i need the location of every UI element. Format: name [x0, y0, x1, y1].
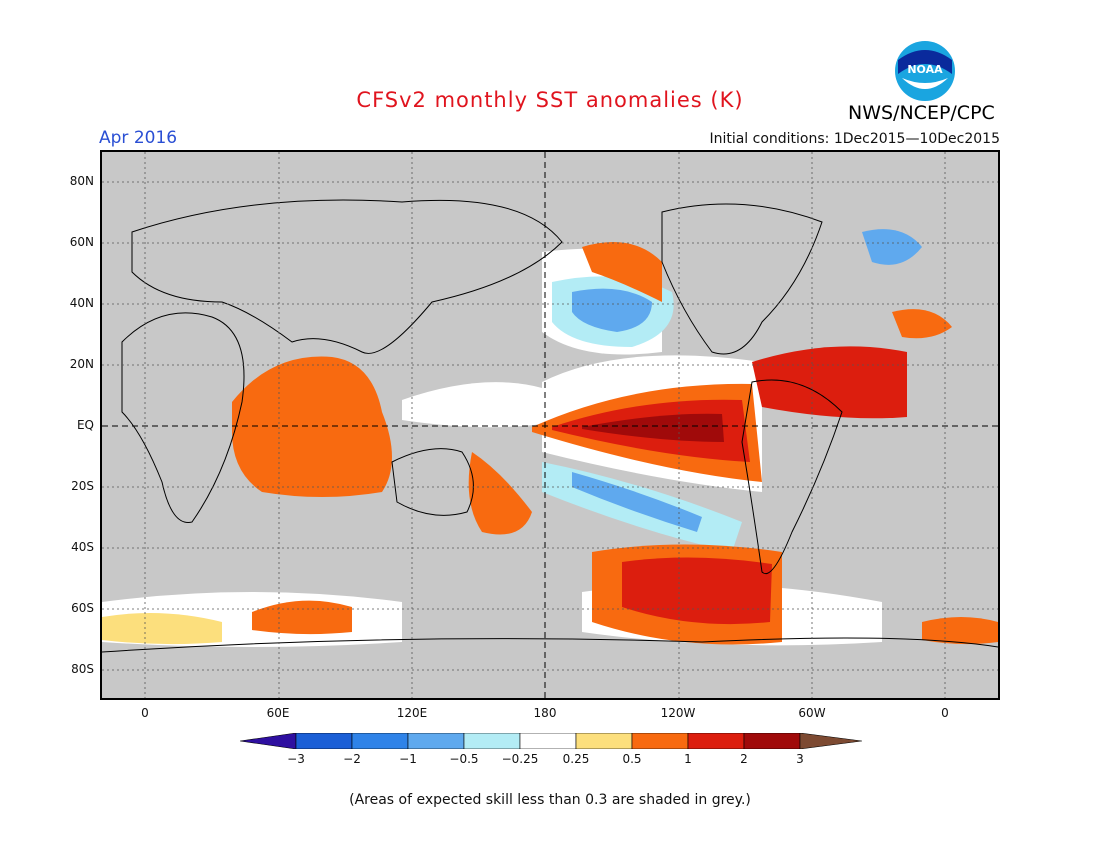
lon-label: 180 [533, 706, 557, 720]
lat-lon-grid [102, 152, 998, 698]
colorbar-swatch [631, 733, 689, 749]
lat-label: 60N [69, 235, 94, 249]
north-pacific-cool-anomaly [552, 276, 674, 347]
lat-label: 20S [71, 479, 94, 493]
southeast-pacific-warm-anomaly [592, 544, 782, 645]
north-atlantic-warm-anomaly [892, 309, 952, 339]
southern-ocean-weak-warm [102, 613, 222, 645]
colorbar-tick-label: 2 [740, 752, 748, 766]
lat-label: 20N [69, 357, 94, 371]
colorbar-swatch [519, 733, 577, 749]
colorbar-tick-label: 0.5 [622, 752, 642, 766]
colorbar-lower-arrow [240, 733, 297, 749]
colorbar-tick-label: 3 [796, 752, 804, 766]
lat-label: 40N [69, 296, 94, 310]
colorbar-tick-label: −0.25 [501, 752, 539, 766]
colorbar-swatch [463, 733, 521, 749]
lat-label: 60S [71, 601, 94, 615]
colorbar-swatch [575, 733, 633, 749]
colorbar-tick-label: −3 [287, 752, 305, 766]
noaa-logo-icon: NOAA [895, 41, 955, 101]
tropical-atlantic-warm-anomaly [752, 346, 907, 419]
map-canvas [101, 152, 999, 698]
colorbar-tick-label: 1 [684, 752, 692, 766]
north-atlantic-cool-anomaly [862, 229, 922, 265]
lat-label: 40S [71, 540, 94, 554]
target-month-label: Apr 2016 [99, 128, 178, 148]
lon-label: 120W [660, 706, 696, 720]
colorbar-swatch [407, 733, 465, 749]
skill-footnote: (Areas of expected skill less than 0.3 a… [349, 792, 751, 808]
lat-label: 80S [71, 662, 94, 676]
coastlines [101, 199, 999, 653]
lon-label: 0 [141, 706, 149, 720]
initial-conditions-label: Initial conditions: 1Dec2015—10Dec2015 [709, 131, 1000, 147]
colorbar-swatch [295, 733, 353, 749]
colorbar-swatch [743, 733, 801, 749]
colorbar-tick-label: −0.5 [449, 752, 479, 766]
colorbar-swatch [687, 733, 745, 749]
southern-ocean-warm-patch [922, 617, 998, 645]
south-pacific-cool-core [572, 472, 702, 532]
chart-title: CFSv2 monthly SST anomalies (K) [356, 88, 744, 112]
colorbar [240, 733, 862, 749]
lat-label: 80N [69, 174, 94, 188]
el-nino-warm-tongue [532, 383, 762, 482]
colorbar-tick-label: 0.25 [562, 752, 590, 766]
colorbar-tick-label: −1 [399, 752, 417, 766]
gulf-of-alaska-warm-anomaly [582, 242, 662, 302]
colorbar-swatch [351, 733, 409, 749]
sst-anomaly-map [100, 150, 1000, 700]
australia-east-warm-anomaly [468, 452, 532, 535]
lon-label: 60W [798, 706, 826, 720]
colorbar-upper-arrow [799, 733, 862, 749]
colorbar-tick-label: −2 [343, 752, 361, 766]
lon-label: 60E [266, 706, 290, 720]
lon-label: 0 [941, 706, 949, 720]
agency-label: NWS/NCEP/CPC [848, 102, 995, 124]
lon-label: 120E [396, 706, 428, 720]
lat-label: EQ [76, 418, 94, 432]
noaa-logo-text: NOAA [907, 63, 943, 76]
